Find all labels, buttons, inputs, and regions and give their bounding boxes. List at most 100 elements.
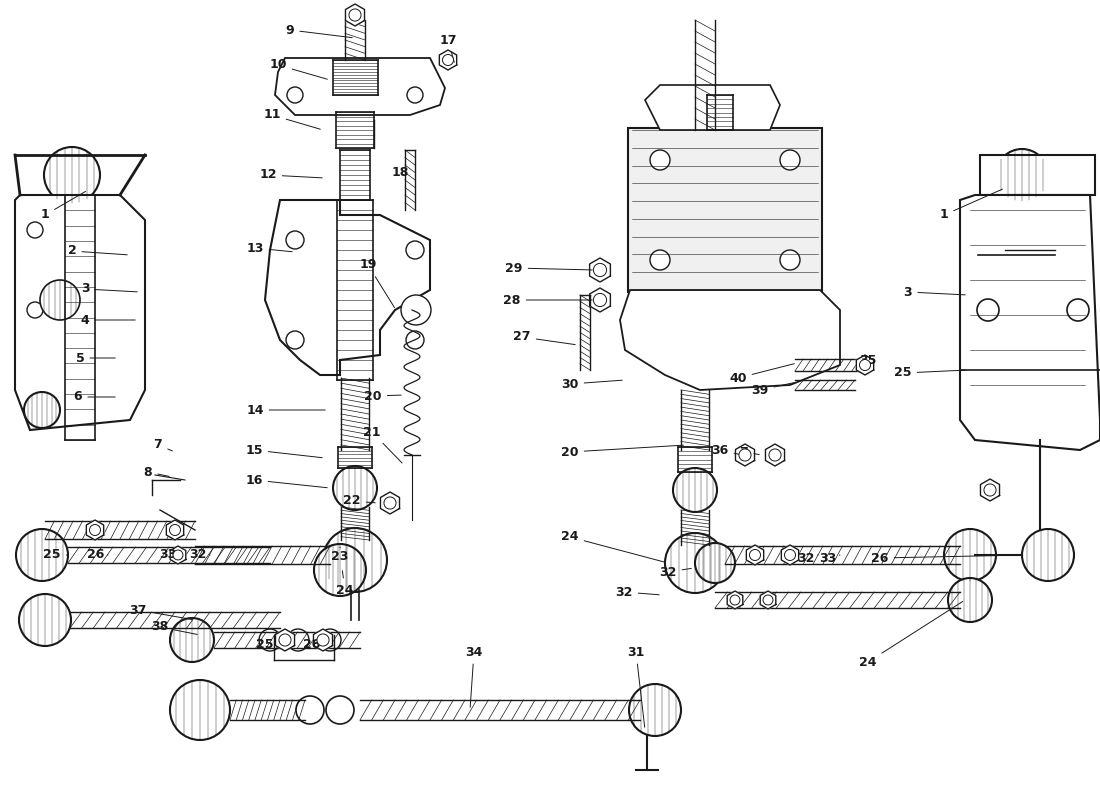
Text: 24: 24 (561, 530, 666, 562)
Polygon shape (590, 288, 610, 312)
Circle shape (780, 150, 800, 170)
Circle shape (996, 149, 1048, 201)
Polygon shape (86, 520, 103, 540)
Circle shape (28, 222, 43, 238)
Text: 8: 8 (144, 466, 169, 478)
Polygon shape (314, 629, 332, 651)
Polygon shape (760, 591, 775, 609)
Text: 15: 15 (245, 443, 322, 458)
Text: 3: 3 (904, 286, 965, 298)
Circle shape (1067, 299, 1089, 321)
Text: 1: 1 (939, 189, 1002, 222)
Text: 4: 4 (80, 314, 135, 326)
Ellipse shape (326, 696, 354, 724)
Text: 33: 33 (820, 551, 840, 565)
Circle shape (666, 533, 725, 593)
Text: 23: 23 (331, 547, 349, 563)
Circle shape (40, 280, 80, 320)
Polygon shape (439, 50, 456, 70)
Text: 18: 18 (392, 166, 409, 179)
Text: 5: 5 (76, 351, 116, 365)
Polygon shape (645, 85, 780, 130)
Text: 20: 20 (561, 445, 683, 458)
Circle shape (323, 528, 387, 592)
Polygon shape (980, 155, 1094, 195)
Text: 38: 38 (152, 621, 197, 634)
Text: 35: 35 (859, 354, 877, 366)
Text: 31: 31 (627, 646, 645, 727)
Circle shape (730, 595, 740, 605)
Circle shape (89, 525, 100, 535)
Polygon shape (345, 4, 364, 26)
Circle shape (287, 87, 303, 103)
Ellipse shape (402, 295, 431, 325)
Text: 26: 26 (871, 551, 1022, 565)
Circle shape (593, 294, 606, 306)
Text: 25: 25 (894, 366, 965, 379)
Polygon shape (856, 355, 873, 375)
Polygon shape (746, 545, 763, 565)
Text: 20: 20 (364, 390, 402, 402)
Circle shape (170, 618, 214, 662)
Circle shape (1022, 529, 1074, 581)
Circle shape (407, 87, 424, 103)
Text: 32: 32 (798, 551, 818, 565)
Polygon shape (736, 444, 755, 466)
Circle shape (16, 529, 68, 581)
Text: 36: 36 (712, 443, 739, 457)
Circle shape (406, 241, 424, 259)
Text: 7: 7 (739, 446, 759, 458)
Circle shape (673, 468, 717, 512)
Circle shape (763, 595, 773, 605)
Text: 19: 19 (360, 258, 395, 308)
Text: 28: 28 (504, 294, 592, 306)
Polygon shape (590, 258, 610, 282)
Polygon shape (170, 546, 186, 564)
Text: 11: 11 (263, 109, 320, 130)
FancyBboxPatch shape (628, 128, 822, 292)
Circle shape (593, 263, 606, 277)
Circle shape (24, 392, 60, 428)
Polygon shape (727, 591, 742, 609)
Circle shape (650, 150, 670, 170)
Polygon shape (15, 195, 145, 430)
Ellipse shape (287, 629, 309, 651)
Text: 7: 7 (154, 438, 173, 451)
Polygon shape (265, 200, 430, 375)
Circle shape (317, 634, 329, 646)
Circle shape (333, 466, 377, 510)
Text: 9: 9 (286, 23, 352, 38)
Circle shape (695, 543, 735, 583)
Circle shape (984, 484, 997, 496)
Text: 6: 6 (74, 390, 116, 403)
Circle shape (286, 331, 304, 349)
Polygon shape (766, 444, 784, 466)
Text: 2: 2 (67, 245, 128, 258)
Circle shape (749, 550, 760, 561)
Circle shape (406, 331, 424, 349)
Text: 27: 27 (514, 330, 575, 345)
Text: 3: 3 (80, 282, 138, 295)
Polygon shape (275, 629, 295, 651)
Text: 10: 10 (270, 58, 328, 79)
Text: 12: 12 (260, 169, 322, 182)
Circle shape (769, 449, 781, 461)
Polygon shape (781, 545, 799, 565)
Polygon shape (620, 290, 840, 390)
Text: 17: 17 (439, 34, 456, 62)
Circle shape (173, 550, 183, 560)
Circle shape (19, 594, 72, 646)
Text: 39: 39 (751, 382, 794, 397)
Circle shape (314, 544, 366, 596)
Circle shape (286, 231, 304, 249)
Ellipse shape (258, 629, 280, 651)
Circle shape (384, 497, 396, 509)
Circle shape (349, 9, 361, 21)
Text: 32: 32 (659, 566, 691, 578)
Text: 24: 24 (859, 602, 962, 669)
Polygon shape (980, 479, 1000, 501)
Text: 26: 26 (87, 549, 108, 562)
Circle shape (977, 299, 999, 321)
Circle shape (859, 359, 870, 370)
Circle shape (169, 525, 180, 535)
